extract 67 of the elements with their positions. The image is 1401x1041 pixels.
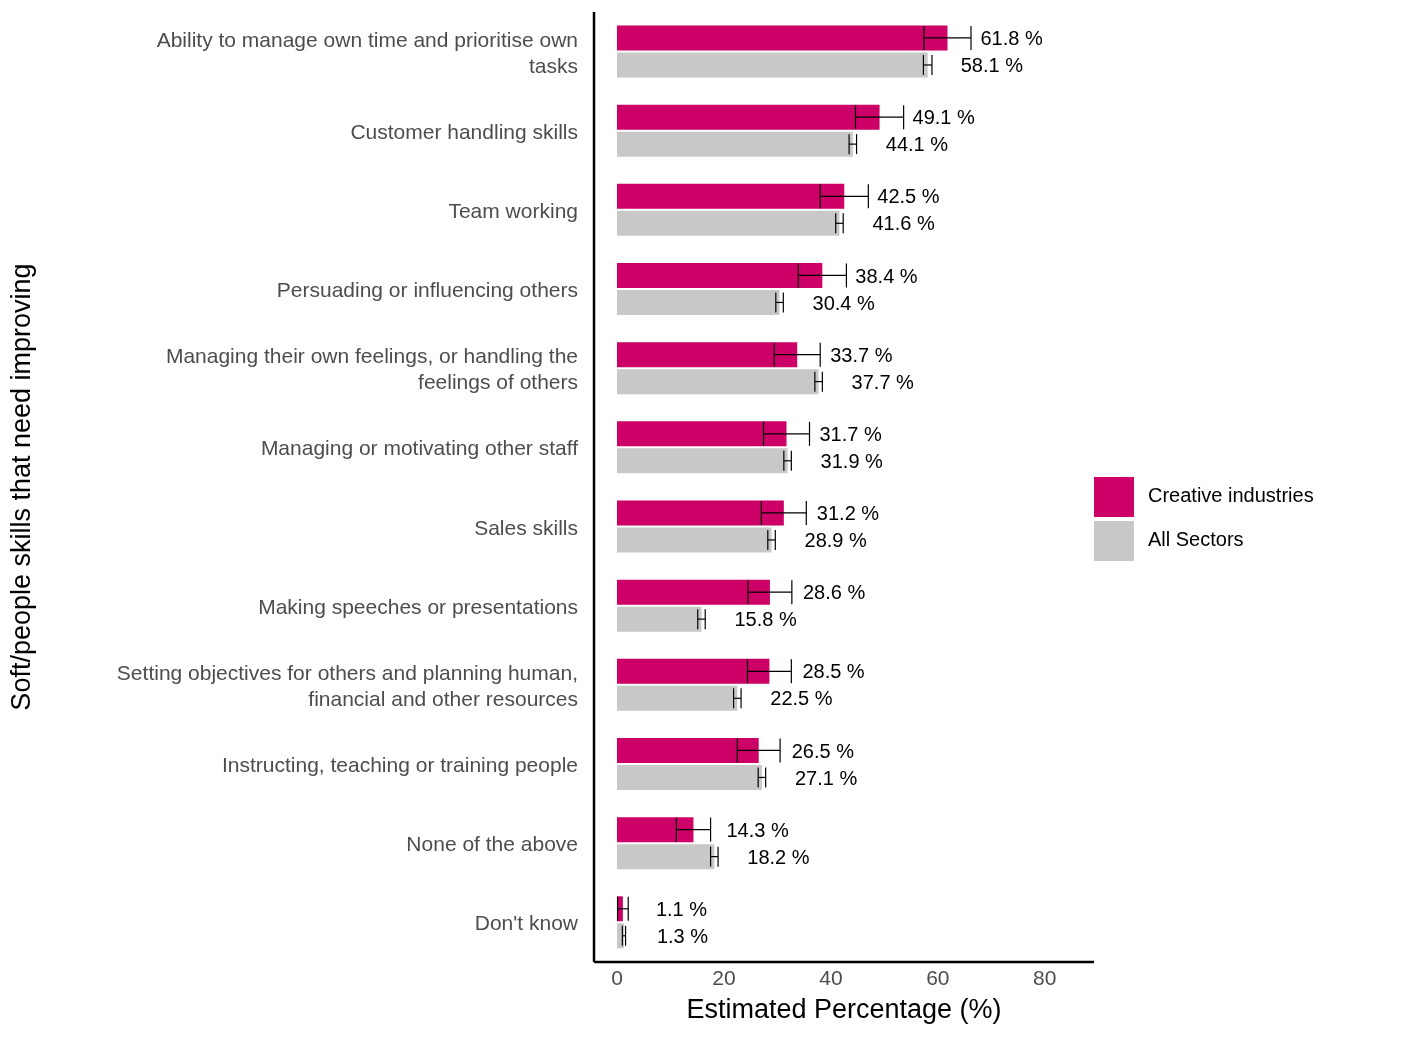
y-tick-label: Setting objectives for others and planning human, financial and other resources [116,660,578,710]
data-label: 41.6 % [872,212,935,235]
y-tick-label: None of the above [406,831,578,855]
x-axis-title: Estimated Percentage (%) [686,994,1002,1024]
bar [616,210,840,236]
data-label: 37.7 % [851,370,915,393]
bar [616,131,853,157]
y-tick-label: Managing or motivating other staff [260,435,579,459]
y-tick-label: Team working [448,198,578,222]
data-label: 61.8 % [980,27,1043,50]
y-tick-label: Customer handling skills [350,119,578,143]
data-label: 42.5 % [877,185,940,208]
y-tick-label: Don't know [474,910,579,934]
y-tick-label: Persuading or influencing others [276,277,578,301]
bar [616,817,694,843]
bar [616,737,759,763]
data-label: 31.2 % [816,502,880,525]
x-tick-label: 0 [611,965,623,989]
bar [616,448,788,474]
bar [616,342,798,368]
data-label: 27.1 % [794,766,858,789]
data-label: 28.6 % [802,581,866,604]
x-tick-label: 60 [926,965,950,989]
data-label: 30.4 % [812,291,876,314]
bar [616,262,823,288]
data-label: 28.5 % [802,660,865,683]
bar [616,421,787,447]
y-tick-label: Making speeches or presentations [258,594,578,618]
bar [616,104,880,130]
data-label: 38.4 % [855,264,918,287]
bar [616,527,772,553]
data-label: 49.1 % [912,106,976,129]
bar [616,500,784,526]
x-tick-label: 20 [712,965,736,989]
bar [616,844,715,870]
bar [616,369,819,395]
data-label: 44.1 % [885,133,949,156]
data-label: 1.3 % [656,924,709,947]
bar [616,579,770,605]
data-label: 18.2 % [747,845,810,868]
data-label: 15.8 % [734,608,797,631]
y-tick-label: Ability to manage own time and prioritise own tasks [156,27,578,77]
data-label: 1.1 % [655,897,708,920]
x-tick-label: 40 [819,965,843,989]
data-label: 22.5 % [770,687,833,710]
bar [616,25,948,51]
data-label: 28.9 % [804,529,868,552]
data-label: 31.7 % [819,422,882,445]
y-tick-label: Instructing, teaching or training people [221,752,578,776]
bar [616,183,845,209]
y-tick-label: Managing their own feelings, or handling the feelings of others [165,343,578,393]
x-tick-label: 80 [1033,965,1057,989]
data-label: 58.1 % [960,54,1024,77]
data-label: 31.9 % [820,449,884,472]
y-tick-label: Sales skills [474,515,578,539]
bar [616,606,702,632]
data-label: 26.5 % [791,739,855,762]
bar [616,685,738,711]
y-axis-title: Soft/people skills that need improving [5,263,36,711]
bar [616,764,762,790]
data-label: 14.3 % [726,818,789,841]
bar [616,52,928,78]
bar [616,289,780,315]
data-label: 33.7 % [830,343,893,366]
bar [616,658,770,684]
legend-label: All Sectors [1148,528,1244,550]
legend-label: Creative industries [1148,484,1314,506]
